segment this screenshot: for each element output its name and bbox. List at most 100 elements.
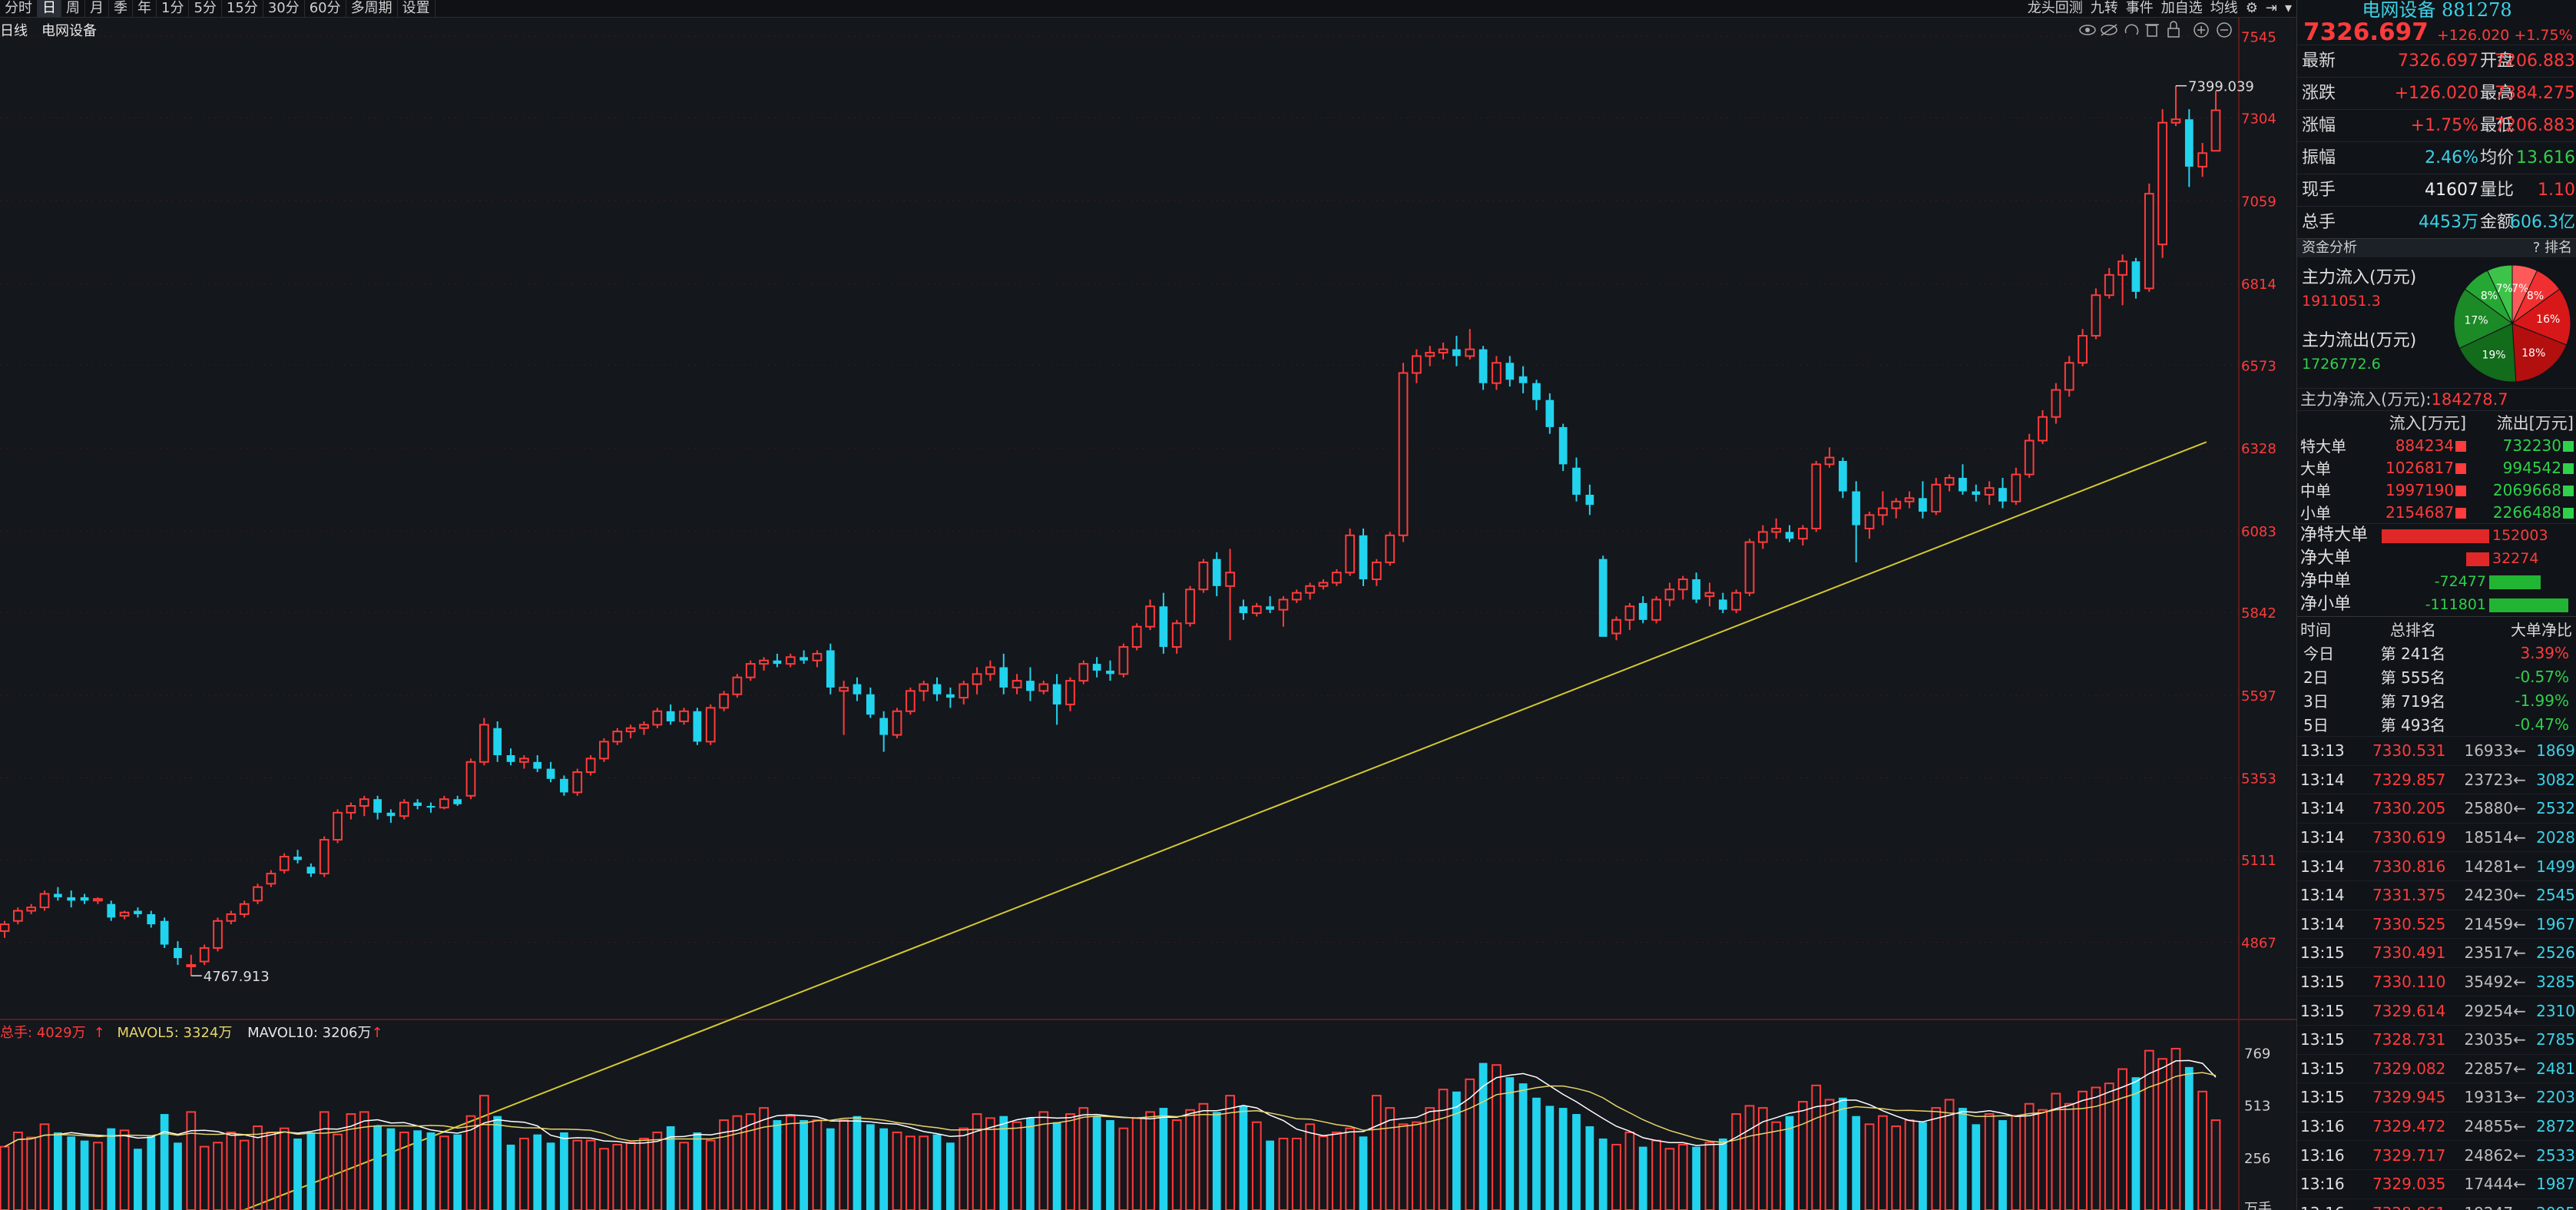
tick-row[interactable]: 13:16 7329.035 17444← 1987 <box>2297 1169 2576 1198</box>
tick-time: 13:16 <box>2297 1169 2356 1198</box>
volume-bar <box>652 1131 663 1210</box>
tick-count: 1499 <box>2526 851 2576 881</box>
period-tab[interactable]: 日 <box>38 0 61 17</box>
tick-row[interactable]: 13:15 7329.945 19313← 2203 <box>2297 1082 2576 1112</box>
volume-bar <box>2170 1047 2181 1210</box>
candle <box>333 809 343 844</box>
tick-row[interactable]: 13:15 7330.110 35492← 3285 <box>2297 966 2576 996</box>
tick-row[interactable]: 13:14 7330.525 21459← 1967 <box>2297 909 2576 939</box>
tick-row[interactable]: 13:15 7329.614 29254← 2310 <box>2297 996 2576 1026</box>
volume-tick-label: 769 <box>2244 1046 2270 1062</box>
pie-slice <box>2458 323 2517 383</box>
candle-body <box>1159 606 1168 648</box>
candle <box>612 728 623 745</box>
period-tab[interactable]: 30分 <box>263 0 305 17</box>
rank-row: 5日 第 493名 -0.47% <box>2297 712 2576 736</box>
volume-bar <box>1331 1131 1342 1210</box>
tick-row[interactable]: 13:14 7330.205 25880← 2532 <box>2297 794 2576 824</box>
candle-body <box>2131 261 2141 292</box>
volume-bar <box>1624 1131 1635 1210</box>
period-tab[interactable]: 5分 <box>189 0 222 17</box>
candle <box>1251 602 1262 617</box>
tick-row[interactable]: 13:14 7329.857 23723← 3082 <box>2297 764 2576 794</box>
candle <box>1225 549 1235 641</box>
tick-volume: 14281 <box>2464 857 2514 876</box>
candle-body <box>1065 680 1075 705</box>
tick-row[interactable]: 13:167328.86119247←2095 <box>2297 1198 2576 1210</box>
candle <box>1145 599 1155 631</box>
tick-row[interactable]: 13:15 7329.082 22857← 2481 <box>2297 1053 2576 1083</box>
period-tab[interactable]: 60分 <box>305 0 346 17</box>
price-tick-label: 6328 <box>2241 441 2276 457</box>
candle-body <box>1958 477 1967 492</box>
candle-body <box>1664 588 1675 601</box>
volume-bar <box>1065 1113 1075 1210</box>
candle <box>2184 109 2194 187</box>
quote-value: 4453万 <box>2419 213 2478 232</box>
volume-bar <box>1212 1112 1221 1210</box>
candle-body <box>67 897 76 901</box>
period-tab[interactable]: 月 <box>85 0 109 17</box>
candle <box>1558 423 1568 472</box>
order-in-swatch <box>2455 486 2467 496</box>
tick-volume: 24862 <box>2464 1145 2514 1165</box>
price-tick-label: 6083 <box>2241 524 2276 540</box>
stock-title[interactable]: 电网设备 881278 <box>2362 0 2512 21</box>
mavol10-line <box>4 1072 2217 1148</box>
period-tab[interactable]: 季 <box>109 0 133 17</box>
volume-bar <box>1891 1125 1902 1210</box>
candle <box>1278 596 1289 627</box>
tick-row[interactable]: 13:15 7330.491 23517← 2526 <box>2297 938 2576 968</box>
period-tab[interactable]: 设置 <box>398 0 435 17</box>
volume-bar <box>1785 1116 1794 1210</box>
tick-row[interactable]: 13:14 7331.375 24230← 2545 <box>2297 880 2576 910</box>
tick-time: 13:14 <box>2297 880 2356 910</box>
tick-row[interactable]: 13:16 7329.717 24862← 2533 <box>2297 1140 2576 1170</box>
pie-slice <box>2486 264 2513 324</box>
toolbar-tool-button[interactable]: ▾ <box>2284 0 2292 16</box>
volume-tick-label: 万手 <box>2244 1201 2272 1210</box>
tick-row[interactable]: 13:14 7330.816 14281← 1499 <box>2297 851 2576 881</box>
quote-label: 涨幅 <box>2302 116 2336 135</box>
period-tab[interactable]: 多周期 <box>346 0 398 17</box>
volume-bar <box>1465 1078 1475 1210</box>
chart-label: 日线 电网设备 <box>0 20 111 40</box>
candle-body <box>373 799 382 813</box>
toolbar-tool-button[interactable]: 加自选 <box>2160 0 2203 16</box>
period-tab[interactable]: 1分 <box>157 0 190 17</box>
volume-bar <box>413 1130 422 1210</box>
tick-row[interactable]: 13:14 7330.619 18514← 2028 <box>2297 822 2576 852</box>
volume-bar <box>226 1131 237 1210</box>
toolbar-tool-button[interactable]: ⚙ <box>2245 0 2258 16</box>
lock-body <box>2167 28 2180 38</box>
toolbar-tool-button[interactable]: 事件 <box>2125 0 2154 16</box>
candle-body <box>1251 605 1262 615</box>
toolbar-tool-button[interactable]: ⇥ <box>2265 0 2277 16</box>
volume-bar <box>1852 1116 1861 1210</box>
tick-list[interactable]: 13:13 7330.531 16933← 1869 13:14 7329.857 2372… <box>2297 736 2576 1210</box>
period-tab[interactable]: 15分 <box>222 0 263 17</box>
tick-row[interactable]: 13:15 7328.731 23035← 2785 <box>2297 1024 2576 1055</box>
candle-body <box>2011 473 2021 502</box>
kline-chart[interactable]: 7545 7304 7059 6814 6573 6328 6083 5842 5597 5353… <box>0 17 2296 1210</box>
tick-volume-cell: 21459← <box>2450 909 2527 939</box>
candle <box>919 681 929 701</box>
direction-arrow-icon: ← <box>2513 1059 2526 1078</box>
period-tab[interactable]: 分时 <box>0 0 38 17</box>
order-row: 小单 2154687 2266488 <box>2297 501 2576 523</box>
candle-body <box>1305 585 1316 594</box>
period-tab[interactable]: 年 <box>133 0 157 17</box>
toolbar-tool-button[interactable]: 九转 <box>2090 0 2118 16</box>
period-tab[interactable]: 周 <box>61 0 85 17</box>
rank-link[interactable]: ? 排名 <box>2532 240 2572 256</box>
toolbar-tool-button[interactable]: 龙头回测 <box>2027 0 2083 16</box>
order-out-swatch <box>2563 441 2574 452</box>
direction-arrow-icon: ← <box>2513 943 2526 963</box>
tick-row[interactable]: 13:16 7329.472 24855← 2872 <box>2297 1111 2576 1141</box>
tick-row[interactable]: 13:13 7330.531 16933← 1869 <box>2297 736 2576 766</box>
volume-bar <box>12 1131 23 1210</box>
candle-body <box>2091 294 2101 337</box>
toolbar-tool-button[interactable]: 均线 <box>2210 0 2238 16</box>
candle <box>2051 383 2061 424</box>
volume-bar <box>2104 1082 2114 1210</box>
